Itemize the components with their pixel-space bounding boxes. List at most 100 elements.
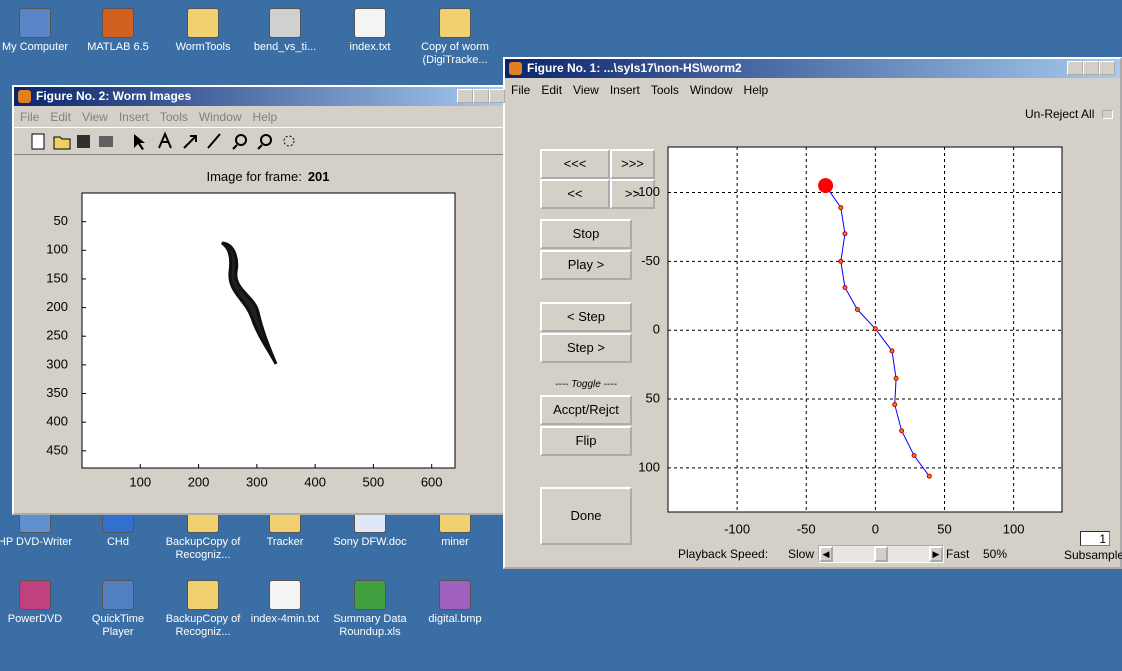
subsample-label: Subsample xyxy=(1064,548,1122,562)
desktop-icon[interactable]: BackupCopy of Recogniz... xyxy=(161,580,245,639)
icon-image xyxy=(19,580,51,610)
icon-label: Tracker xyxy=(243,536,327,549)
desktop-icon[interactable]: MATLAB 6.5 xyxy=(76,8,160,54)
window-title: Figure No. 1: ...\syIs17\non-HS\worm2 xyxy=(527,61,742,75)
step-forward-button[interactable]: Step > xyxy=(540,333,632,363)
desktop-icon[interactable]: PowerDVD xyxy=(0,580,77,626)
icon-label: index.txt xyxy=(328,41,412,54)
desktop-icon[interactable]: QuickTime Player xyxy=(76,580,160,639)
icon-label: CHd xyxy=(76,536,160,549)
desktop-icon[interactable]: Summary Data Roundup.xls xyxy=(328,580,412,639)
unreject-checkbox[interactable] xyxy=(1102,110,1113,119)
subsample-input[interactable]: 1 xyxy=(1080,531,1110,546)
icon-label: BackupCopy of Recogniz... xyxy=(161,613,245,639)
menu-item[interactable]: Help xyxy=(253,110,278,124)
icon-image xyxy=(102,8,134,38)
icon-label: HP DVD-Writer xyxy=(0,536,77,549)
fast-forward-button[interactable]: >>> xyxy=(610,149,655,179)
icon-label: WormTools xyxy=(161,41,245,54)
toggle-label: ---- Toggle ---- xyxy=(540,379,632,390)
window-close-button[interactable] xyxy=(1099,61,1115,75)
desktop-icon[interactable]: digital.bmp xyxy=(413,580,497,626)
icon-image xyxy=(354,580,386,610)
desktop-icon[interactable]: index.txt xyxy=(328,8,412,54)
back-button[interactable]: << xyxy=(540,179,610,209)
desktop-icon[interactable]: WormTools xyxy=(161,8,245,54)
icon-label: BackupCopy of Recogniz... xyxy=(161,536,245,562)
slider-left[interactable]: ◀ xyxy=(819,546,833,562)
icon-label: Sony DFW.doc xyxy=(328,536,412,549)
fast-back-button[interactable]: <<< xyxy=(540,149,610,179)
icon-image xyxy=(354,8,386,38)
menu-item[interactable]: Help xyxy=(744,83,769,97)
window-min-button[interactable] xyxy=(1067,61,1083,75)
menu-item[interactable]: Edit xyxy=(50,110,71,124)
flip-button[interactable]: Flip xyxy=(540,426,632,456)
window-max-button[interactable] xyxy=(1083,61,1099,75)
icon-label: Copy of worm (DigiTracke... xyxy=(413,41,497,67)
desktop-icon[interactable]: bend_vs_ti... xyxy=(243,8,327,54)
window-icon xyxy=(509,62,522,75)
icon-label: digital.bmp xyxy=(413,613,497,626)
icon-image xyxy=(269,8,301,38)
title-bar: Figure No. 2: Worm Images xyxy=(14,87,504,106)
title-bar: Figure No. 1: ...\syIs17\non-HS\worm2 xyxy=(505,59,1120,78)
window-max-button[interactable] xyxy=(473,89,489,103)
window-close-button[interactable] xyxy=(489,89,505,103)
window-icon xyxy=(18,90,31,103)
icon-label: miner xyxy=(413,536,497,549)
slider-thumb[interactable] xyxy=(874,546,888,562)
icon-image xyxy=(269,580,301,610)
window-min-button[interactable] xyxy=(457,89,473,103)
menu-item[interactable]: View xyxy=(573,83,599,97)
slider-right[interactable]: ▶ xyxy=(929,546,943,562)
icon-label: PowerDVD xyxy=(0,613,77,626)
icon-label: MATLAB 6.5 xyxy=(76,41,160,54)
menu-item[interactable]: View xyxy=(82,110,108,124)
menu-item[interactable]: Insert xyxy=(610,83,640,97)
toolbar-icons xyxy=(14,128,354,154)
fast-label: Fast xyxy=(946,547,969,561)
menu-item[interactable]: Tools xyxy=(651,83,679,97)
icon-image xyxy=(439,580,471,610)
figure2-window: Figure No. 2: Worm Images File Edit View In… xyxy=(12,85,506,515)
step-back-button[interactable]: < Step xyxy=(540,302,632,332)
menu-item[interactable]: Window xyxy=(690,83,733,97)
icon-label: bend_vs_ti... xyxy=(243,41,327,54)
playback-label: Playback Speed: xyxy=(678,547,768,561)
slow-label: Slow xyxy=(788,547,814,561)
accept-reject-button[interactable]: Accpt/Rejct xyxy=(540,395,632,425)
icon-label: index-4min.txt xyxy=(243,613,327,626)
play-button[interactable]: Play > xyxy=(540,250,632,280)
desktop-icon[interactable]: index-4min.txt xyxy=(243,580,327,626)
menu-item[interactable]: File xyxy=(511,83,530,97)
length-label: 1.004 of most common length xyxy=(840,153,1011,168)
speed-slider[interactable]: ◀ ▶ xyxy=(818,545,944,563)
menu-item[interactable]: Edit xyxy=(541,83,562,97)
stop-button[interactable]: Stop xyxy=(540,219,632,249)
forward-button[interactable]: >> xyxy=(610,179,655,209)
desktop-icon[interactable]: Copy of worm (DigiTracke... xyxy=(413,8,497,67)
menu-item[interactable]: Insert xyxy=(119,110,149,124)
icon-image xyxy=(439,8,471,38)
window-title: Figure No. 2: Worm Images xyxy=(36,89,191,103)
menu-item[interactable]: Window xyxy=(199,110,242,124)
icon-label: QuickTime Player xyxy=(76,613,160,639)
menu-bar: File Edit View Insert Tools Window Help xyxy=(20,110,288,124)
desktop: My ComputerMATLAB 6.5WormToolsbend_vs_ti… xyxy=(0,0,1122,671)
menu-bar: File Edit View Insert Tools Window Help xyxy=(511,83,779,97)
desktop-icon[interactable]: My Computer xyxy=(0,8,77,54)
icon-image xyxy=(102,580,134,610)
icon-image xyxy=(187,580,219,610)
figure1-window: Figure No. 1: ...\syIs17\non-HS\worm2 Fi… xyxy=(503,57,1122,569)
speed-percent: 50% xyxy=(983,547,1007,561)
done-button[interactable]: Done xyxy=(540,487,632,545)
icon-label: Summary Data Roundup.xls xyxy=(328,613,412,639)
menu-item[interactable]: File xyxy=(20,110,39,124)
icon-image xyxy=(187,8,219,38)
frame-label: frame = 201 xyxy=(720,153,790,168)
menu-item[interactable]: Tools xyxy=(160,110,188,124)
toolbar xyxy=(14,127,504,155)
icon-image xyxy=(19,8,51,38)
unreject-label[interactable]: Un-Reject All xyxy=(1025,107,1094,121)
